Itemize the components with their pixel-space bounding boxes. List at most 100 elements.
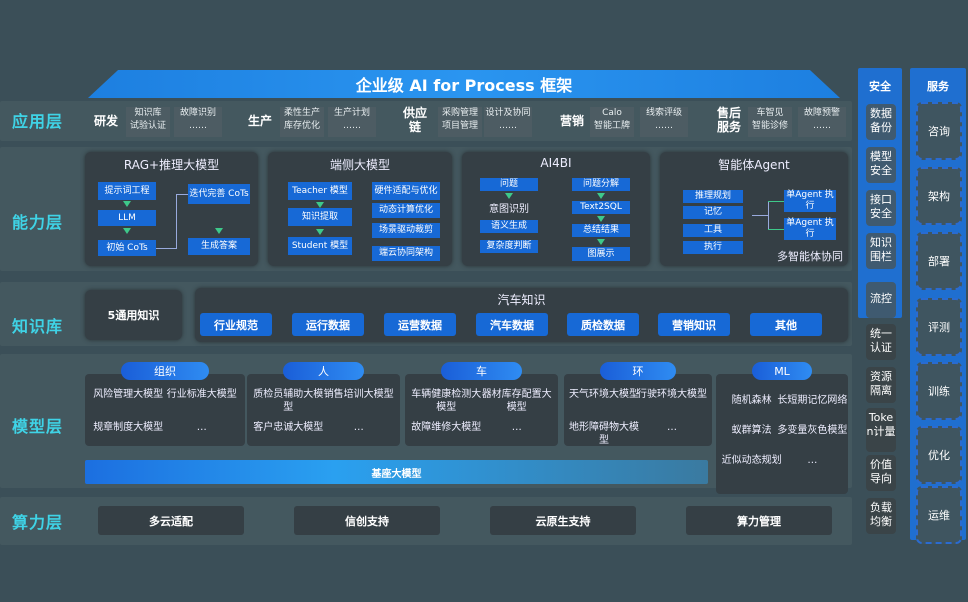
arrow-down-icon [123,201,131,207]
capability-box: Teacher 模型 [288,182,352,200]
security-item[interactable]: 接口安全 [866,190,896,226]
service-item[interactable]: 咨询 [916,102,962,160]
security-item[interactable]: 资源隔离 [866,367,896,403]
model-category-pill: 人 [283,362,364,380]
model-item[interactable]: 客户忠诚大模型 [253,422,324,433]
capability-box: Student 模型 [288,237,352,255]
app-box: 车智见 智能诊修 [748,107,792,137]
app-item[interactable]: …… [343,121,361,131]
service-item[interactable]: 运维 [916,486,962,544]
model-item[interactable]: 规章制度大模型 [93,422,164,433]
security-item[interactable]: 模型安全 [866,147,896,183]
security-item[interactable]: 统一认证 [866,324,896,360]
app-item[interactable]: 知识库 [134,108,162,118]
service-item[interactable]: 训练 [916,362,962,420]
security-item[interactable]: 价值导向 [866,455,896,491]
model-item[interactable]: 多变量灰色模型 [777,425,848,436]
security-item[interactable]: 数据备份 [866,104,896,140]
security-item[interactable]: 知识围栏 [866,233,896,269]
knowledge-chip[interactable]: 汽车数据 [476,313,548,336]
app-group-3: 营销 [560,114,585,128]
model-item[interactable]: 行驶环境大模型 [637,389,708,400]
knowledge-chip[interactable]: 质检数据 [567,313,639,336]
layer-label-model: 模型层 [12,417,64,436]
security-item[interactable]: 负载均衡 [866,498,896,534]
capability-box: 问题分解 [572,178,630,191]
knowledge-chip[interactable]: 营销知识 [658,313,730,336]
model-category-pill: 环 [600,362,676,380]
model-item[interactable]: 车辆健康检测大模型 [411,389,482,413]
arrow-down-icon [316,202,324,208]
model-item[interactable]: … [196,422,207,433]
model-item[interactable]: 销售培训大模型 [323,389,394,400]
compute-box[interactable]: 多云适配 [98,506,244,535]
app-item[interactable]: 生产计划 [333,108,370,118]
model-item[interactable]: 天气环境大模型 [568,389,639,400]
model-item[interactable]: … [511,422,522,433]
knowledge-chip[interactable]: 行业规范 [200,313,272,336]
service-item[interactable]: 部署 [916,232,962,290]
model-item[interactable]: 器材库存配置大模型 [481,389,552,413]
model-item[interactable]: … [353,422,364,433]
layer-label-capability: 能力层 [12,213,64,232]
compute-box[interactable]: 云原生支持 [490,506,636,535]
model-item[interactable]: 行业标准大模型 [166,389,237,400]
app-item[interactable]: …… [813,121,831,131]
security-item[interactable]: Token计量 [866,408,896,452]
capability-box: LLM [98,210,156,226]
app-item[interactable]: 线索评级 [645,108,682,118]
model-group-4 [716,374,848,494]
service-title: 服务 [927,80,949,93]
model-item[interactable]: … [807,455,818,466]
app-item[interactable]: 库存优化 [283,121,320,131]
capability-box: 复杂度判断 [480,240,538,253]
arrow-down-icon [597,193,605,199]
app-item[interactable]: 项目管理 [441,121,478,131]
app-item[interactable]: 设计及协同 [485,108,531,118]
compute-box[interactable]: 信创支持 [294,506,440,535]
security-item[interactable]: 流控 [866,282,896,318]
panel-title: RAG+推理大模型 [123,158,220,172]
model-item[interactable]: 随机森林 [731,395,772,406]
layer-label-compute: 算力层 [12,513,64,532]
service-item[interactable]: 架构 [916,167,962,225]
connector-line [752,215,768,216]
app-item[interactable]: 故障识别 [179,108,216,118]
model-item[interactable]: 蚁群算法 [731,425,772,436]
capability-box: 总结结果 [572,224,630,237]
knowledge-chip[interactable]: 运行数据 [292,313,364,336]
app-item[interactable]: 智能诊修 [751,121,788,131]
app-item[interactable]: 车智见 [756,108,784,118]
capability-box: 单Agent 执行 [784,190,836,212]
service-item[interactable]: 评测 [916,298,962,356]
model-item[interactable]: 风险管理大模型 [93,389,164,400]
app-item[interactable]: 采购管理 [441,108,478,118]
model-item[interactable]: 长短期记忆网络 [777,395,848,406]
model-category-pill: 车 [441,362,522,380]
app-item[interactable]: 智能工牌 [593,121,630,131]
arrow-down-icon [316,229,324,235]
service-item[interactable]: 优化 [916,426,962,484]
knowledge-chip[interactable]: 其他 [750,313,822,336]
app-item[interactable]: Calo [602,108,622,118]
model-item[interactable]: 近似动态规划 [721,455,782,466]
base-model-bar: 基座大模型 [85,460,708,484]
model-group-3 [564,374,712,446]
compute-box[interactable]: 算力管理 [686,506,832,535]
app-item[interactable]: …… [189,121,207,131]
app-box: 故障识别 …… [174,107,222,137]
model-item[interactable]: … [667,422,678,433]
knowledge-chip[interactable]: 运营数据 [384,313,456,336]
app-item[interactable]: 故障预警 [803,108,840,118]
model-category-pill: ML [752,362,812,380]
app-item[interactable]: 柔性生产 [283,108,320,118]
app-item[interactable]: 试验认证 [129,121,166,131]
model-item[interactable]: 故障维修大模型 [411,422,482,433]
app-item[interactable]: …… [499,121,517,131]
app-box: 柔性生产 库存优化 [280,107,324,137]
capability-box: 端云协同架构 [372,246,440,261]
model-item[interactable]: 质检员辅助大模型 [253,389,324,413]
framework-title: 企业级 AI for Process 框架 [88,70,840,98]
app-item[interactable]: …… [655,121,673,131]
model-item[interactable]: 地形障碍物大模型 [568,422,639,446]
